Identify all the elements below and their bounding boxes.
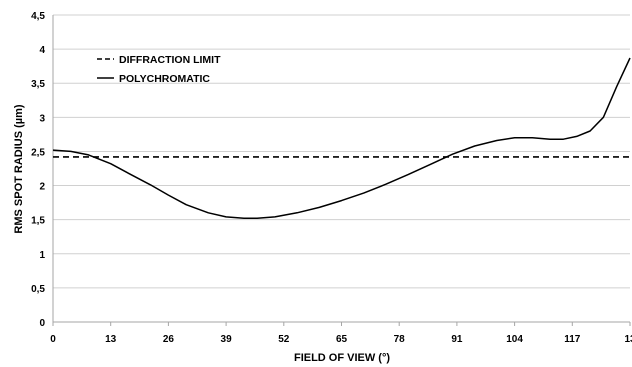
y-tick-label: 0,5 (31, 284, 45, 295)
y-tick-label: 4,5 (31, 11, 45, 22)
y-tick-label: 1,5 (31, 216, 45, 227)
x-tick-label: 0 (50, 334, 56, 345)
y-tick-label: 4 (39, 45, 45, 56)
y-tick-label: 2,5 (31, 147, 45, 158)
y-tick-label: 0 (39, 318, 45, 329)
x-tick-label: 65 (336, 334, 348, 345)
x-axis-title: FIELD OF VIEW (°) (294, 352, 390, 364)
axes (52, 15, 631, 326)
y-tick-label: 2 (39, 182, 45, 193)
y-tick-label: 3 (39, 113, 45, 124)
x-tick-label: 91 (451, 334, 463, 345)
y-tick-label: 1 (39, 250, 45, 261)
y-tick-label: 3,5 (31, 79, 45, 90)
x-tick-label: 13 (624, 334, 632, 345)
x-tick-label: 39 (221, 334, 233, 345)
y-axis-title: RMS SPOT RADIUS (µm) (13, 104, 25, 234)
gridlines (53, 14, 630, 289)
x-tick-label: 104 (506, 334, 523, 345)
polychromatic-line (52, 57, 631, 220)
legend-label: DIFFRACTION LIMIT (119, 54, 221, 66)
tick-labels: 0 0,5 1 1,5 2 2,5 3 3,5 4 4,5 0 13 26 39 52 65 78 91 104 11… (31, 11, 632, 345)
series-group (52, 57, 631, 220)
x-tick-label: 13 (105, 334, 117, 345)
legend: DIFFRACTION LIMIT POLYCHROMATIC (97, 54, 221, 85)
x-tick-label: 26 (163, 334, 175, 345)
x-tick-label: 78 (394, 334, 406, 345)
x-tick-label: 117 (564, 334, 581, 345)
x-tick-label: 52 (278, 334, 290, 345)
legend-label: POLYCHROMATIC (119, 73, 210, 85)
